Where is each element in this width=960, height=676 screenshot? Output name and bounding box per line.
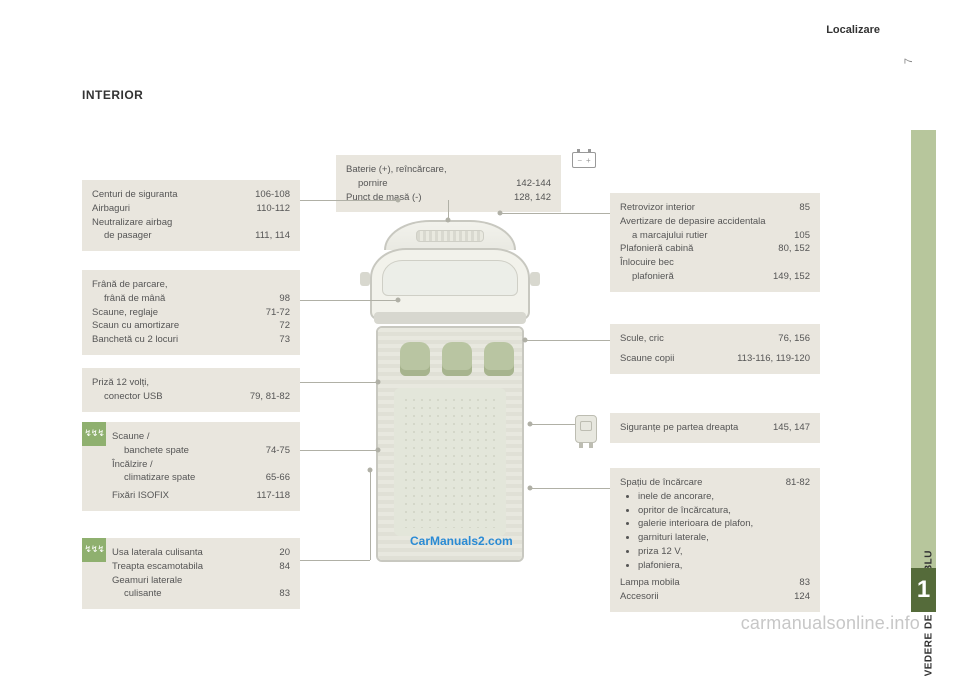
label: Plafonieră cabină xyxy=(620,242,768,256)
page-ref: 81-82 xyxy=(786,476,810,490)
page-ref: 84 xyxy=(279,560,290,574)
page-ref: 128, 142 xyxy=(514,191,551,205)
bullet: inele de ancorare, xyxy=(638,490,810,504)
label: Neutralizare airbag xyxy=(92,216,290,230)
label: Spațiu de încărcare xyxy=(620,476,776,490)
page-ref: 98 xyxy=(279,292,290,306)
van-illustration xyxy=(370,220,530,562)
label: de pasager xyxy=(92,229,245,243)
label: plafonieră xyxy=(620,270,763,284)
page-ref: 85 xyxy=(799,201,810,215)
label: Usa laterala culisanta xyxy=(112,546,269,560)
page-ref: 79, 81-82 xyxy=(250,390,290,404)
page-number: 7 xyxy=(903,58,915,64)
label: Punct de masă (-) xyxy=(346,191,504,205)
label: Baterie (+), reîncărcare, xyxy=(346,163,551,177)
callout-usa: Usa laterala culisanta 20 Treapta escamot… xyxy=(82,538,300,609)
page-ref: 20 xyxy=(279,546,290,560)
page-ref: 83 xyxy=(279,587,290,601)
callout-spatiu: Spațiu de încărcare 81-82 inele de ancora… xyxy=(610,468,820,612)
callout-frana: Frână de parcare, frână de mână 98 Scaune… xyxy=(82,270,300,355)
label: culisante xyxy=(112,587,269,601)
callout-scule: Scule, cric 76, 156 Scaune copii 113-116, … xyxy=(610,324,820,374)
bullet: galerie interioara de plafon, xyxy=(638,517,810,531)
page-ref: 142-144 xyxy=(516,177,551,191)
label: Frână de parcare, xyxy=(92,278,290,292)
fuse-icon xyxy=(575,415,597,443)
page-ref: 117-118 xyxy=(257,489,290,503)
page-ref: 105 xyxy=(794,229,810,243)
callout-priza: Priză 12 volți, conector USB 79, 81-82 xyxy=(82,368,300,412)
callout-centuri: Centuri de siguranta 106-108 Airbaguri 110… xyxy=(82,180,300,251)
label: Centuri de siguranta xyxy=(92,188,245,202)
label: Geamuri laterale xyxy=(112,574,290,588)
page-ref: 149, 152 xyxy=(773,270,810,284)
label: conector USB xyxy=(92,390,240,404)
label: Avertizare de depasire accidentala xyxy=(620,215,810,229)
label: banchete spate xyxy=(112,444,256,458)
page-ref: 80, 152 xyxy=(778,242,810,256)
accessory-icon xyxy=(82,422,106,446)
watermark-carmanualsonline: carmanualsonline.info xyxy=(741,613,920,634)
battery-icon xyxy=(572,152,596,168)
label: Scule, cric xyxy=(620,332,768,346)
page-ref: 145, 147 xyxy=(773,421,810,435)
label: Scaune / xyxy=(112,430,290,444)
accessory-icon xyxy=(82,538,106,562)
label: pornire xyxy=(346,177,506,191)
label: Scaun cu amortizare xyxy=(92,319,269,333)
label: Priză 12 volți, xyxy=(92,376,290,390)
label: Retrovizor interior xyxy=(620,201,789,215)
manual-page: Localizare 7 INTERIOR VEDERE DE ANSAMBLU… xyxy=(0,0,960,640)
label: Scaune, reglaje xyxy=(92,306,256,320)
page-ref: 76, 156 xyxy=(778,332,810,346)
label: climatizare spate xyxy=(112,471,256,485)
page-ref: 71-72 xyxy=(266,306,290,320)
chapter-strip xyxy=(911,130,936,610)
bullet: garnituri laterale, xyxy=(638,531,810,545)
page-ref: 124 xyxy=(794,590,810,604)
label: Airbaguri xyxy=(92,202,247,216)
label: Încălzire / xyxy=(112,458,290,472)
label: Siguranțe pe partea dreapta xyxy=(620,421,763,435)
page-ref: 113-116, 119-120 xyxy=(737,352,810,366)
page-ref: 65-66 xyxy=(266,471,290,485)
label: frână de mână xyxy=(92,292,269,306)
page-ref: 110-112 xyxy=(257,202,290,216)
label: Lampa mobila xyxy=(620,576,789,590)
breadcrumb-localizare: Localizare xyxy=(826,24,880,36)
label: Fixări ISOFIX xyxy=(112,489,247,503)
chapter-number: 1 xyxy=(911,568,936,612)
label: Accesorii xyxy=(620,590,784,604)
bullet: priza 12 V, xyxy=(638,545,810,559)
page-ref: 74-75 xyxy=(266,444,290,458)
page-ref: 83 xyxy=(799,576,810,590)
section-title: INTERIOR xyxy=(82,88,143,102)
page-ref: 106-108 xyxy=(255,188,290,202)
page-ref: 111, 114 xyxy=(255,229,290,243)
page-ref: 72 xyxy=(279,319,290,333)
label: Înlocuire bec xyxy=(620,256,810,270)
bullet: opritor de încărcatura, xyxy=(638,504,810,518)
bullet: plafoniera, xyxy=(638,559,810,573)
label: Scaune copii xyxy=(620,352,727,366)
watermark-carmanuals2: CarManuals2.com xyxy=(410,534,513,548)
label: Banchetă cu 2 locuri xyxy=(92,333,269,347)
callout-scaune: Scaune / banchete spate 74-75 Încălzire /… xyxy=(82,422,300,511)
label: Treapta escamotabila xyxy=(112,560,269,574)
label: a marcajului rutier xyxy=(620,229,784,243)
callout-sigurante: Siguranțe pe partea dreapta 145, 147 xyxy=(610,413,820,443)
callout-retrovizor: Retrovizor interior 85 Avertizare de depa… xyxy=(610,193,820,292)
page-ref: 73 xyxy=(279,333,290,347)
